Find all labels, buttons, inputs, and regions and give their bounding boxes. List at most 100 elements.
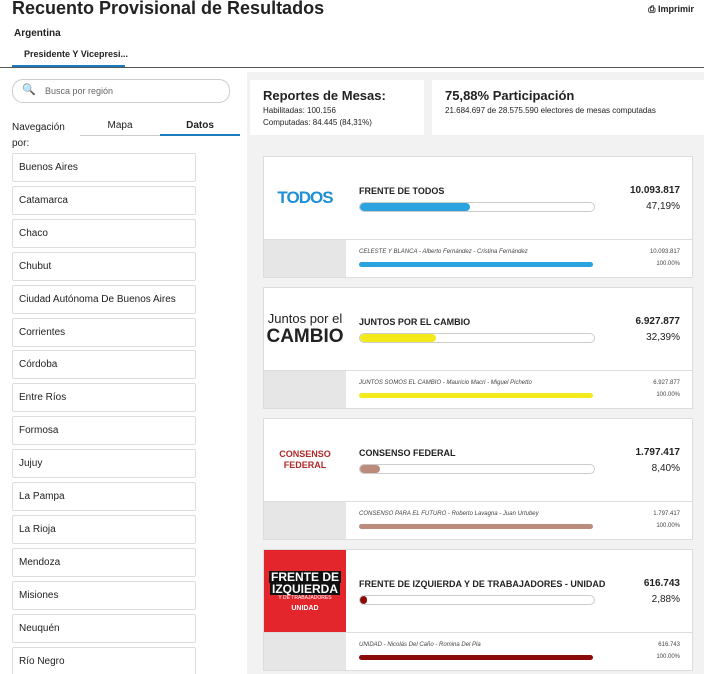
nav-tab[interactable]: Datos — [186, 120, 214, 131]
party-percent: 32,39% — [646, 332, 680, 343]
party-bar-track — [359, 464, 595, 474]
list-logo-placeholder — [264, 502, 346, 539]
region-item[interactable]: Chubut — [12, 251, 196, 281]
region-item[interactable]: Córdoba — [12, 350, 196, 380]
logo-text: Juntos por el — [267, 310, 343, 326]
region-item[interactable]: Jujuy — [12, 449, 196, 479]
party-name: CONSENSO FEDERAL — [359, 448, 456, 458]
divider — [0, 67, 704, 68]
party-card: FRENTE DE IZQUIERDA Y DE TRABAJADORES UNIDA… — [263, 549, 693, 671]
party-logo: Juntos por el CAMBIO — [264, 288, 346, 370]
logo-text: Y DE TRABAJADORES — [278, 594, 332, 601]
region-item[interactable]: Entre Ríos — [12, 383, 196, 413]
region-item[interactable]: Corrientes — [12, 317, 196, 347]
tab-underline — [12, 65, 125, 67]
party-percent: 2,88% — [651, 594, 680, 605]
party-logo: TODOS — [264, 157, 346, 239]
list-votes: 616.743 — [658, 642, 680, 648]
party-votes: 6.927.877 — [635, 316, 681, 327]
list-name: CONSENSO PARA EL FUTURO - Roberto Lavagn… — [359, 511, 539, 517]
tab[interactable]: Presidente Y Vicepresi... — [24, 49, 129, 59]
region-item[interactable]: La Pampa — [12, 482, 196, 511]
page-title: Recuento Provisional de Resultados — [12, 0, 325, 18]
list-divider — [264, 501, 692, 502]
party-name: JUNTOS POR EL CAMBIO — [359, 317, 471, 327]
list-divider — [264, 239, 692, 240]
party-percent: 8,40% — [651, 463, 680, 474]
list-logo-placeholder — [264, 633, 346, 670]
list-percent: 100.00% — [656, 261, 680, 267]
party-card: TODOS FRENTE DE TODOS 10.093.817 47,19% CELE… — [263, 156, 693, 278]
logo-text: CAMBIO — [266, 325, 344, 347]
logo-text: CONSENSO — [279, 449, 331, 459]
reports-box: Reportes de Mesas: Habilitadas: 100.156 … — [250, 80, 424, 135]
list-name: JUNTOS SOMOS EL CAMBIO - Mauricio Macri … — [359, 380, 532, 386]
party-bar — [360, 203, 471, 211]
party-bar-track — [359, 333, 595, 343]
party-card: Juntos por el CAMBIO JUNTOS POR EL CAMBIO 6… — [263, 287, 693, 409]
search-icon: 🔍 — [22, 84, 36, 96]
nav-label: Navegación por: — [12, 122, 65, 149]
party-votes: 616.743 — [643, 578, 680, 589]
region-item[interactable]: Catamarca — [12, 185, 196, 215]
party-card: CONSENSO FEDERAL CONSENSO FEDERAL 1.797.417… — [263, 418, 693, 540]
participation-title: 75,88% Participación — [445, 88, 575, 103]
list-votes: 1.797.417 — [653, 511, 680, 517]
print-button[interactable]: ⎙ Imprimir — [648, 4, 694, 14]
region-item[interactable]: Chaco — [12, 218, 196, 248]
list-percent: 100.00% — [656, 392, 680, 398]
region-item[interactable]: Formosa — [12, 416, 196, 446]
logo-text: FEDERAL — [283, 460, 327, 470]
party-logo: CONSENSO FEDERAL — [264, 419, 346, 501]
list-percent: 100.00% — [656, 523, 680, 529]
logo-text: FRENTE DE — [268, 569, 341, 584]
nav-tab[interactable]: Mapa — [107, 120, 133, 131]
tab-line — [80, 135, 160, 136]
print-label: Imprimir — [657, 4, 694, 14]
party-bar — [360, 596, 367, 604]
list-bar — [359, 524, 593, 529]
party-percent: 47,19% — [646, 201, 680, 212]
list-divider — [264, 370, 692, 371]
list-bar — [359, 393, 593, 398]
list-bar — [359, 655, 593, 660]
party-bar — [360, 465, 380, 473]
reports-enabled: Habilitadas: 100.156 — [263, 106, 336, 115]
party-bar-track — [359, 202, 595, 212]
search-placeholder: Busca por región — [45, 86, 114, 96]
list-percent: 100.00% — [656, 654, 680, 660]
region-item[interactable]: Misiones — [12, 580, 196, 610]
region-item[interactable]: Río Negro — [12, 646, 196, 674]
list-divider — [264, 632, 692, 633]
region-item[interactable]: Ciudad Autónoma De Buenos Aires — [12, 284, 196, 314]
logo-text: IZQUIERDA — [270, 581, 340, 596]
party-bar — [360, 334, 436, 342]
party-name: FRENTE DE IZQUIERDA Y DE TRABAJADORES - … — [359, 579, 606, 589]
region-item[interactable]: La Rioja — [12, 514, 196, 544]
party-bar-track — [359, 595, 595, 605]
list-votes: 10.093.817 — [649, 249, 680, 255]
list-bar — [359, 262, 593, 267]
region-item[interactable]: Buenos Aires — [12, 153, 196, 182]
list-logo-placeholder — [264, 240, 346, 277]
logo-text: TODOS — [277, 188, 333, 207]
region-label: Argentina — [14, 28, 61, 39]
list-name: CELESTE Y BLANCA - Alberto Fernández - C… — [359, 249, 528, 255]
search-box[interactable]: 🔍 Busca por región — [12, 79, 230, 103]
logo-text: UNIDAD — [291, 604, 319, 612]
tab-underline — [160, 134, 240, 136]
list-name: UNIDAD - Nicolás Del Caño - Romina Del P… — [359, 642, 481, 648]
party-votes: 1.797.417 — [635, 447, 681, 458]
participation-box: 75,88% Participación 21.684.697 de 28.57… — [432, 80, 704, 135]
list-votes: 6.927.877 — [653, 380, 680, 386]
region-item[interactable]: Mendoza — [12, 547, 196, 577]
list-logo-placeholder — [264, 371, 346, 408]
reports-title: Reportes de Mesas: — [263, 88, 386, 103]
region-item[interactable]: Neuquén — [12, 613, 196, 643]
participation-detail: 21.684.697 de 28.575.590 electores de me… — [445, 106, 656, 115]
party-name: FRENTE DE TODOS — [359, 186, 445, 196]
party-logo: FRENTE DE IZQUIERDA Y DE TRABAJADORES UNIDA… — [264, 550, 346, 632]
party-votes: 10.093.817 — [629, 185, 680, 196]
reports-computed: Computadas: 84.445 (84,31%) — [263, 118, 372, 127]
